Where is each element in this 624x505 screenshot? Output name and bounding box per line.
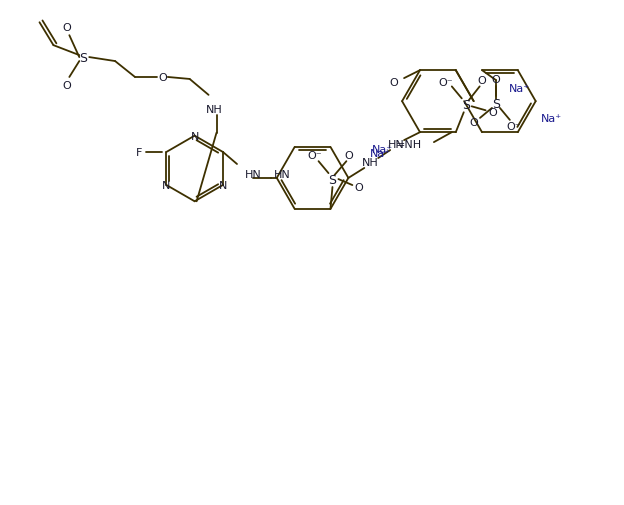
Text: =NH: =NH: [396, 140, 422, 150]
Text: N: N: [162, 180, 170, 190]
Text: Na⁺: Na⁺: [369, 149, 391, 159]
Text: S: S: [492, 98, 500, 111]
Text: O⁻: O⁻: [307, 151, 322, 161]
Text: O⁻: O⁻: [507, 122, 521, 132]
Text: HN: HN: [245, 170, 261, 180]
Text: F: F: [136, 148, 142, 158]
Text: N: N: [219, 180, 227, 190]
Text: S: S: [328, 173, 336, 186]
Text: O: O: [492, 75, 500, 85]
Text: Na⁺: Na⁺: [541, 114, 562, 124]
Text: O: O: [488, 108, 497, 118]
Text: O: O: [354, 183, 363, 192]
Text: Na⁺: Na⁺: [509, 84, 530, 94]
Text: O: O: [470, 118, 479, 128]
Text: O: O: [62, 81, 71, 91]
Text: N: N: [190, 131, 199, 141]
Text: O⁻: O⁻: [439, 78, 453, 88]
Text: HN: HN: [275, 170, 291, 180]
Text: O: O: [158, 73, 167, 83]
Text: S: S: [79, 52, 87, 65]
Text: O: O: [390, 78, 399, 88]
Text: Na⁺: Na⁺: [372, 145, 392, 155]
Text: O: O: [477, 76, 486, 86]
Text: NH: NH: [362, 158, 379, 168]
Text: NH: NH: [206, 105, 223, 115]
Text: O: O: [62, 23, 71, 33]
Text: S: S: [462, 98, 470, 112]
Text: O: O: [344, 151, 353, 161]
Text: HN: HN: [388, 140, 404, 150]
